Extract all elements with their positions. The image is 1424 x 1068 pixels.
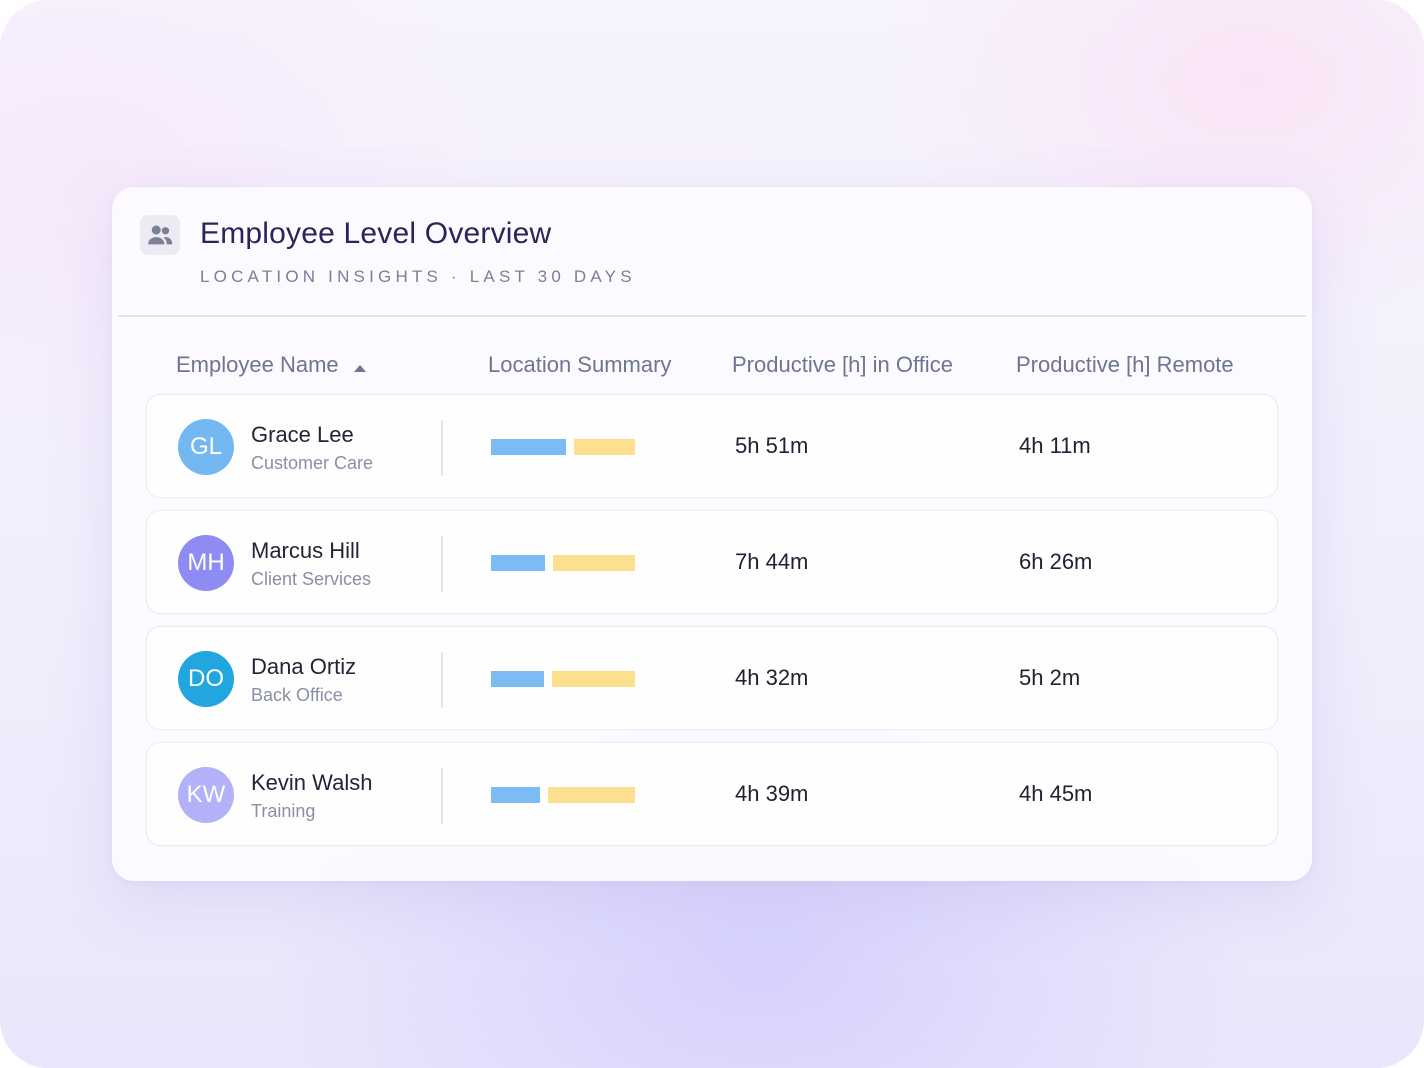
column-header-location-summary[interactable]: Location Summary	[488, 352, 672, 377]
column-header-employee-name[interactable]: Employee Name	[176, 352, 367, 379]
card-header: Employee Level Overview LOCATION INSIGHT…	[112, 187, 1312, 316]
avatar: DO	[178, 651, 234, 707]
office-share-bar	[491, 671, 544, 687]
employee-department: Client Services	[251, 569, 372, 589]
employee-name: Marcus Hill	[251, 538, 360, 563]
employee-department: Customer Care	[251, 453, 374, 473]
employee-department: Training	[251, 801, 316, 821]
remote-share-bar	[552, 671, 635, 687]
column-separator	[441, 536, 443, 592]
column-separator	[441, 420, 443, 476]
productive-office-value: 4h 32m	[735, 665, 809, 690]
table-row[interactable]: GL Grace Lee Customer Care 5h 51m 4h 11m	[146, 394, 1278, 498]
page-title: Employee Level Overview	[200, 217, 552, 250]
overview-card: Employee Level Overview LOCATION INSIGHT…	[112, 187, 1312, 881]
employee-department: Back Office	[251, 685, 343, 705]
remote-share-bar	[574, 439, 635, 455]
avatar: MH	[178, 535, 234, 591]
sort-ascending-icon[interactable]	[353, 353, 367, 379]
remote-share-bar	[548, 787, 635, 803]
productive-office-value: 4h 39m	[735, 781, 809, 806]
office-share-bar	[491, 555, 545, 571]
column-header-productive-remote[interactable]: Productive [h] Remote	[1016, 352, 1234, 377]
table-row[interactable]: DO Dana Ortiz Back Office 4h 32m 5h 2m	[146, 626, 1278, 730]
column-separator	[441, 768, 443, 824]
column-separator	[441, 652, 443, 708]
office-share-bar	[491, 439, 566, 455]
productive-office-value: 7h 44m	[735, 549, 809, 574]
productive-remote-value: 4h 45m	[1019, 781, 1093, 806]
location-summary-bar	[491, 555, 635, 571]
productive-remote-value: 6h 26m	[1019, 549, 1093, 574]
productive-remote-value: 4h 11m	[1019, 433, 1091, 458]
productive-remote-value: 5h 2m	[1019, 665, 1081, 690]
remote-share-bar	[553, 555, 635, 571]
location-summary-bar	[491, 439, 635, 455]
employee-name: Dana Ortiz	[251, 654, 357, 679]
table-row[interactable]: KW Kevin Walsh Training 4h 39m 4h 45m	[146, 742, 1278, 846]
avatar: KW	[178, 767, 234, 823]
column-header-productive-office[interactable]: Productive [h] in Office	[732, 352, 953, 377]
people-icon	[140, 215, 180, 255]
location-summary-bar	[491, 671, 635, 687]
location-summary-bar	[491, 787, 635, 803]
employee-name: Grace Lee	[251, 422, 354, 447]
office-share-bar	[491, 787, 540, 803]
header-divider	[118, 315, 1306, 317]
productive-office-value: 5h 51m	[735, 433, 809, 458]
page-subtitle: LOCATION INSIGHTS · LAST 30 DAYS	[200, 267, 636, 286]
employee-name: Kevin Walsh	[251, 770, 373, 795]
table-row[interactable]: MH Marcus Hill Client Services 7h 44m 6h…	[146, 510, 1278, 614]
column-header-label: Employee Name	[176, 352, 339, 377]
avatar: GL	[178, 419, 234, 475]
